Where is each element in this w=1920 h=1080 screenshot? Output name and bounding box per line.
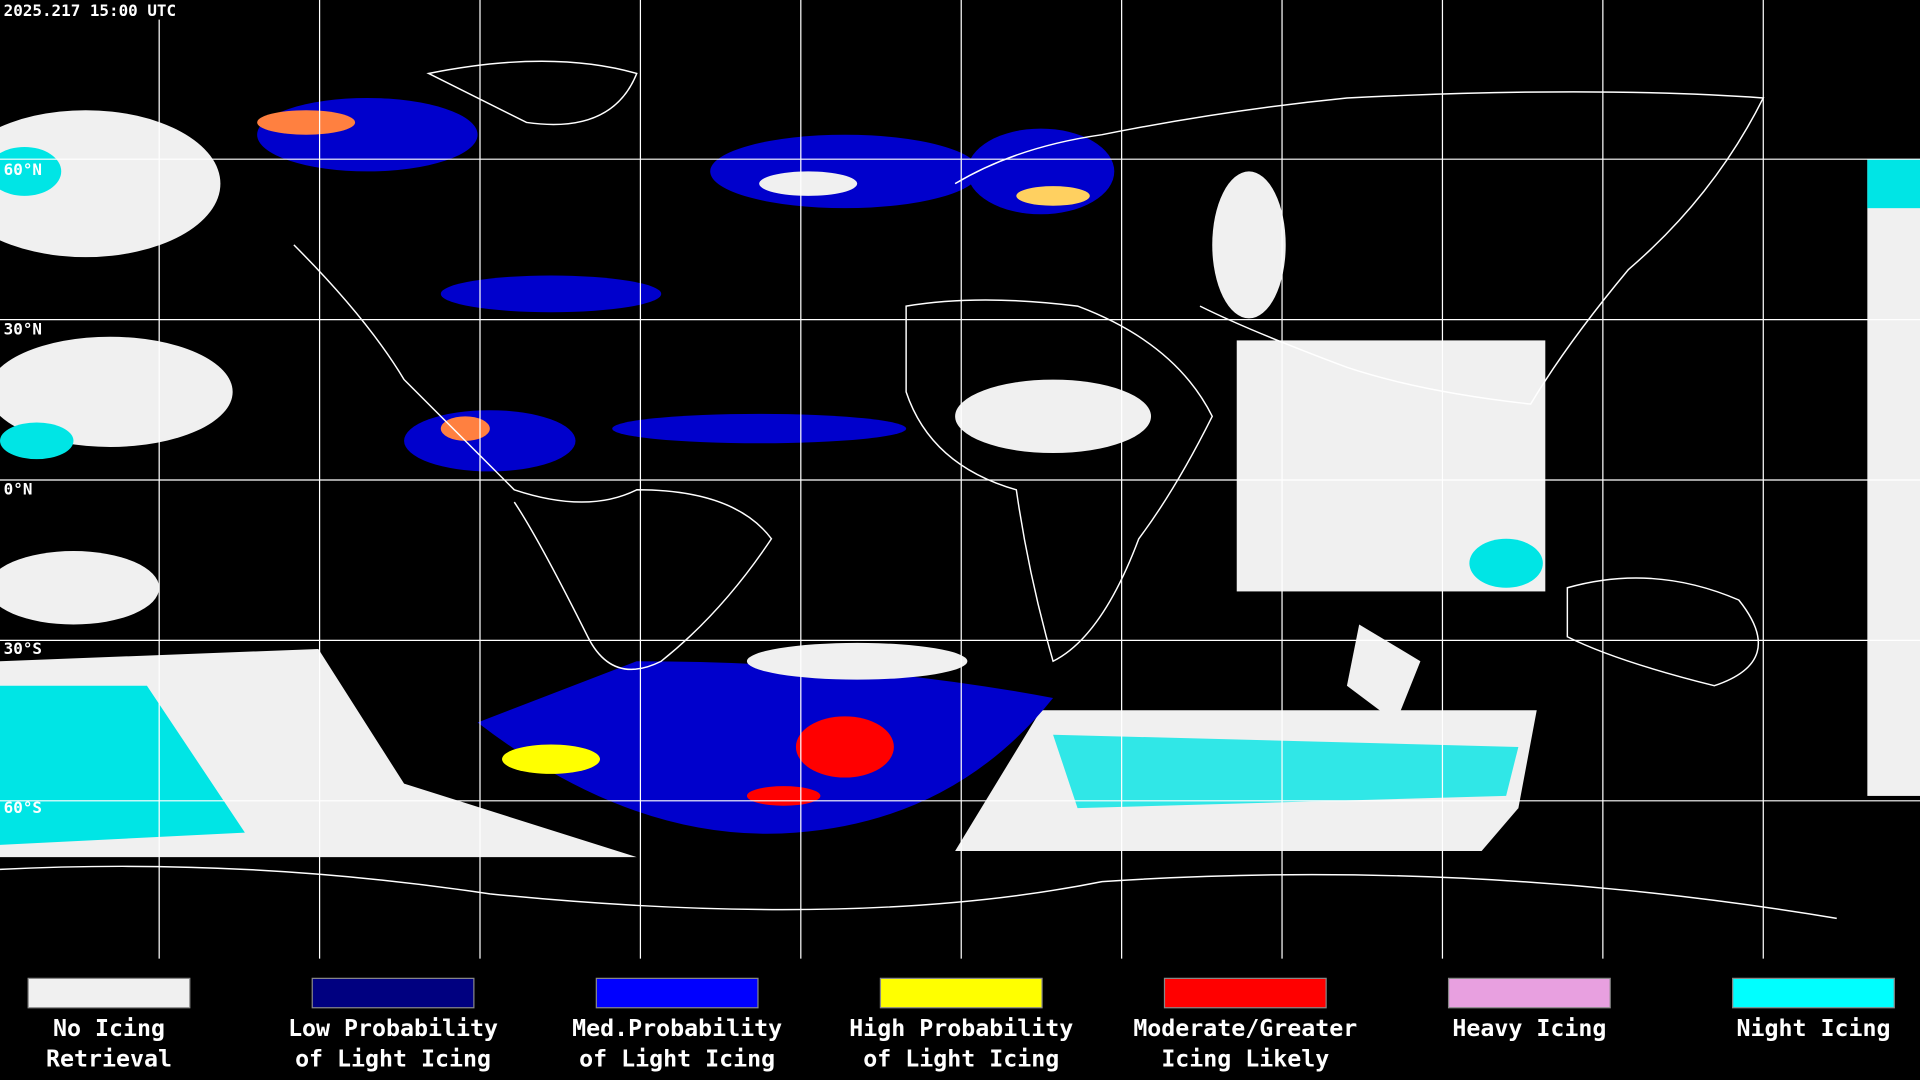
legend-swatch [311, 977, 475, 1009]
latitude-label: 60°N [4, 160, 42, 179]
latitude-label: 30°N [4, 319, 42, 338]
coastlines [0, 60, 1837, 920]
legend-label: Night Icing [1736, 1015, 1890, 1042]
legend-label: Heavy Icing [1452, 1015, 1606, 1042]
legend-swatch [1447, 977, 1611, 1009]
legend-label: of Light Icing [579, 1046, 775, 1073]
legend-label: High Probability [849, 1015, 1073, 1042]
graticule [0, 0, 1920, 959]
legend-swatch [1732, 977, 1895, 1009]
header-bg [0, 0, 221, 20]
legend-swatch [1163, 977, 1327, 1009]
legend-swatch [879, 977, 1043, 1009]
legend-label: Icing Likely [1161, 1046, 1329, 1073]
legend-swatch [27, 977, 191, 1009]
legend-label: Retrieval [46, 1046, 172, 1073]
latitude-label: 30°S [4, 639, 42, 658]
legend-label: No Icing [53, 1015, 165, 1042]
legend-label: of Light Icing [863, 1046, 1059, 1073]
timestamp: 2025.217 15:00 UTC [4, 1, 176, 20]
legend-label: Low Probability [288, 1015, 498, 1042]
legend-swatch [595, 977, 759, 1009]
latitude-label: 0°N [4, 480, 33, 499]
legend-label: Med.Probability [572, 1015, 782, 1042]
legend-label: of Light Icing [295, 1046, 491, 1073]
latitude-label: 60°S [4, 798, 42, 817]
legend-label: Moderate/Greater [1133, 1015, 1357, 1042]
